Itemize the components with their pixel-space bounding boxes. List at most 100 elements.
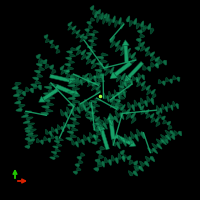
Polygon shape — [82, 50, 86, 55]
Polygon shape — [120, 113, 124, 119]
Polygon shape — [69, 26, 71, 28]
Polygon shape — [22, 92, 24, 95]
Polygon shape — [114, 91, 116, 96]
Polygon shape — [83, 36, 87, 38]
Polygon shape — [93, 32, 97, 33]
Polygon shape — [156, 118, 159, 122]
Polygon shape — [69, 124, 70, 126]
Polygon shape — [128, 82, 131, 87]
Polygon shape — [34, 79, 38, 80]
Polygon shape — [115, 99, 121, 101]
Polygon shape — [143, 67, 144, 70]
Polygon shape — [79, 160, 82, 161]
Polygon shape — [80, 38, 84, 42]
Polygon shape — [141, 47, 145, 51]
Polygon shape — [145, 110, 148, 114]
Polygon shape — [144, 75, 145, 77]
Polygon shape — [123, 84, 127, 85]
Polygon shape — [51, 44, 54, 48]
Polygon shape — [90, 50, 95, 51]
Polygon shape — [43, 100, 50, 102]
Polygon shape — [81, 106, 83, 108]
Polygon shape — [96, 87, 98, 89]
Polygon shape — [123, 92, 124, 96]
Polygon shape — [153, 92, 154, 94]
Polygon shape — [140, 46, 145, 51]
Polygon shape — [46, 129, 48, 135]
Polygon shape — [171, 131, 175, 134]
Polygon shape — [95, 135, 96, 138]
Polygon shape — [143, 132, 144, 134]
Polygon shape — [140, 103, 141, 106]
Polygon shape — [94, 124, 97, 130]
Polygon shape — [122, 89, 124, 90]
Polygon shape — [167, 134, 170, 139]
Polygon shape — [73, 100, 76, 101]
Polygon shape — [120, 88, 121, 95]
Polygon shape — [64, 70, 70, 71]
Polygon shape — [162, 104, 164, 110]
Polygon shape — [48, 132, 49, 133]
Polygon shape — [53, 147, 58, 148]
Polygon shape — [88, 60, 91, 64]
Polygon shape — [76, 164, 79, 165]
Polygon shape — [152, 62, 154, 67]
Polygon shape — [164, 60, 166, 65]
Polygon shape — [92, 108, 94, 109]
Polygon shape — [99, 157, 102, 158]
Polygon shape — [76, 34, 80, 38]
Polygon shape — [147, 96, 149, 102]
Polygon shape — [67, 111, 68, 113]
Polygon shape — [90, 35, 95, 36]
Polygon shape — [95, 135, 98, 136]
Polygon shape — [29, 125, 30, 126]
Polygon shape — [79, 102, 82, 109]
Polygon shape — [61, 70, 64, 73]
Polygon shape — [72, 88, 80, 89]
Polygon shape — [99, 65, 102, 66]
Polygon shape — [127, 76, 130, 83]
Polygon shape — [51, 41, 53, 44]
Polygon shape — [168, 126, 171, 129]
Polygon shape — [169, 124, 170, 125]
Polygon shape — [89, 137, 90, 141]
Polygon shape — [137, 132, 138, 136]
Polygon shape — [92, 109, 97, 110]
Polygon shape — [130, 80, 132, 84]
Polygon shape — [86, 112, 90, 116]
Polygon shape — [133, 105, 135, 110]
Polygon shape — [127, 16, 130, 22]
Polygon shape — [121, 157, 122, 158]
Polygon shape — [143, 66, 145, 70]
Polygon shape — [121, 91, 124, 92]
Polygon shape — [70, 54, 75, 55]
Polygon shape — [37, 65, 42, 66]
Polygon shape — [163, 121, 166, 124]
Polygon shape — [87, 118, 92, 120]
Polygon shape — [143, 65, 145, 70]
Polygon shape — [80, 154, 85, 155]
Polygon shape — [66, 57, 72, 59]
Polygon shape — [95, 90, 100, 95]
Polygon shape — [49, 85, 55, 86]
Polygon shape — [144, 65, 146, 70]
Polygon shape — [78, 107, 80, 111]
Polygon shape — [87, 47, 93, 48]
Polygon shape — [93, 126, 96, 130]
Polygon shape — [73, 96, 76, 97]
Polygon shape — [142, 83, 145, 86]
Polygon shape — [71, 75, 74, 78]
Polygon shape — [88, 41, 94, 42]
Polygon shape — [88, 52, 92, 53]
Polygon shape — [72, 94, 79, 95]
Polygon shape — [23, 115, 28, 116]
Polygon shape — [134, 103, 135, 106]
Polygon shape — [130, 132, 133, 139]
Polygon shape — [94, 76, 95, 81]
Polygon shape — [43, 100, 50, 101]
Polygon shape — [136, 77, 140, 82]
Polygon shape — [150, 28, 151, 32]
Polygon shape — [62, 126, 64, 132]
Polygon shape — [73, 27, 76, 30]
Polygon shape — [22, 93, 23, 94]
